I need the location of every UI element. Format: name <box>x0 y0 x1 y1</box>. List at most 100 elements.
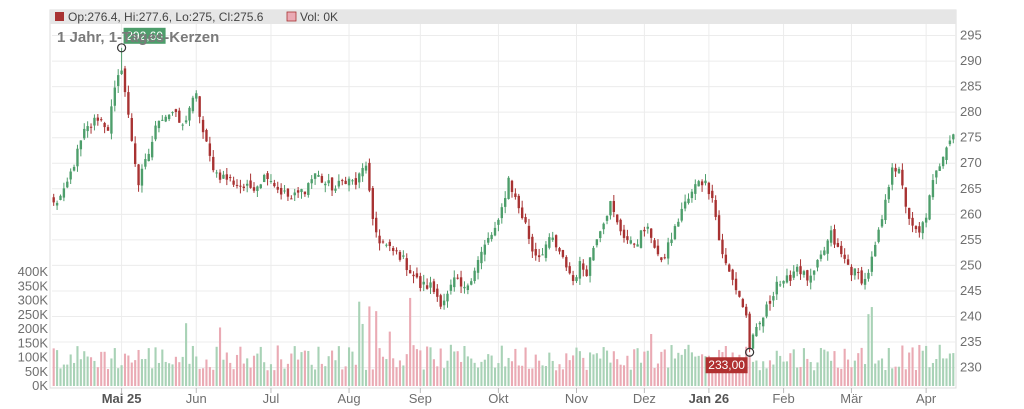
candle <box>290 195 293 200</box>
volume-bar <box>833 351 836 386</box>
volume-bar <box>952 353 955 386</box>
volume-bar <box>765 368 768 386</box>
volume-bar <box>680 354 683 386</box>
candle <box>412 271 415 284</box>
high-label: 292,60 <box>126 29 163 43</box>
candle-body <box>76 148 79 167</box>
candle <box>432 278 436 295</box>
candle <box>361 163 364 182</box>
volume-bar <box>619 364 622 386</box>
candle <box>76 144 79 172</box>
candle <box>819 250 823 262</box>
time-tick-label: Mär <box>840 391 863 406</box>
candle <box>534 242 537 261</box>
volume-bar <box>860 347 863 386</box>
candle <box>171 111 174 116</box>
candle-body <box>680 208 683 221</box>
volume-bar <box>202 368 205 386</box>
candle <box>385 243 388 248</box>
price-tick-label: 275 <box>960 130 982 145</box>
candle-body <box>178 110 181 123</box>
candle <box>79 140 83 157</box>
candle <box>154 120 157 142</box>
price-tick-label: 295 <box>960 28 982 43</box>
volume-bar <box>476 367 480 386</box>
candle-body <box>147 153 150 162</box>
volume-bar <box>677 352 680 386</box>
candle-body <box>72 166 76 171</box>
candle <box>381 239 385 244</box>
candle <box>565 255 568 272</box>
volume-bar <box>714 360 717 386</box>
volume-bar <box>653 367 656 386</box>
candle-body <box>52 197 55 203</box>
volume-bar <box>405 354 408 386</box>
candle <box>157 120 161 133</box>
candle-body <box>117 75 120 86</box>
candle-body <box>279 187 283 195</box>
candle <box>880 215 884 228</box>
candle <box>201 116 205 139</box>
candle-body <box>870 256 874 272</box>
volume-tick-label: 300K <box>18 293 49 308</box>
volume-bar <box>527 368 531 386</box>
candle <box>293 188 296 202</box>
time-tick-label: Nov <box>565 391 589 406</box>
candle <box>405 253 408 276</box>
candle <box>378 229 381 251</box>
volume-bar <box>276 345 279 386</box>
volume-bar <box>836 367 839 386</box>
candle-body <box>945 147 948 161</box>
candle <box>500 203 503 224</box>
candle <box>877 227 880 244</box>
candle-body <box>273 182 276 187</box>
volume-bar <box>446 360 449 386</box>
candle-body <box>826 240 829 254</box>
volume-bar <box>473 362 476 386</box>
candle-body <box>341 180 344 182</box>
candle <box>184 115 188 124</box>
candle <box>375 211 378 238</box>
candle-body <box>290 198 293 200</box>
candle <box>208 136 212 162</box>
candle-body <box>504 198 507 207</box>
candle <box>592 245 595 261</box>
candle-body <box>585 269 588 277</box>
volume-bar <box>799 366 802 386</box>
volume-bar <box>483 359 486 386</box>
candle-body <box>130 118 133 141</box>
candle <box>663 253 666 260</box>
candle <box>96 113 100 126</box>
candle-body <box>829 230 833 243</box>
candle-body <box>690 191 694 199</box>
volume-bar <box>449 344 452 386</box>
time-tick-label: Okt <box>488 391 509 406</box>
candle-body <box>860 270 863 284</box>
candle <box>402 250 405 260</box>
candle-body <box>313 173 317 179</box>
candle <box>751 333 755 350</box>
candle-body <box>259 184 262 189</box>
volume-bar <box>432 359 435 386</box>
candle-body <box>497 219 500 225</box>
volume-bar <box>62 364 65 386</box>
volume-bar <box>813 370 816 386</box>
candle-body <box>303 191 307 195</box>
candle <box>622 224 626 243</box>
candle-body <box>802 271 806 275</box>
candle <box>731 268 734 286</box>
candle-body <box>337 180 341 187</box>
candle <box>680 202 683 223</box>
volume-bar <box>561 369 564 386</box>
volume-bar <box>660 351 663 386</box>
volume-bar <box>867 314 870 386</box>
candle-body <box>144 159 147 167</box>
candle-body <box>924 217 928 223</box>
candle-body <box>500 207 503 219</box>
candle-body <box>537 255 541 258</box>
volume-bar <box>222 359 225 386</box>
volume-bar <box>605 350 609 386</box>
candle <box>809 268 812 290</box>
candle <box>609 200 612 220</box>
